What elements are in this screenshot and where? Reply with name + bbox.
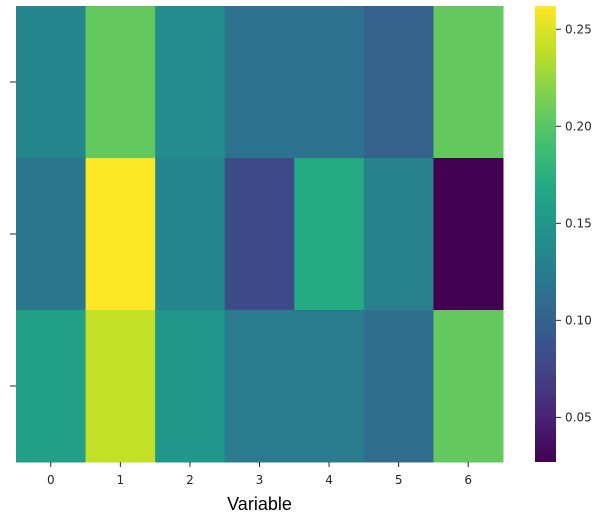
x-axis-title: Variable bbox=[227, 494, 292, 514]
colorbar bbox=[535, 6, 556, 462]
heatmap-cell-r2-c2 bbox=[155, 310, 226, 463]
y-axis-ticks bbox=[10, 81, 16, 387]
heatmap-cell-r2-c6 bbox=[433, 310, 504, 463]
colorbar-tick-label: 0.05 bbox=[565, 410, 592, 424]
heatmap-cells bbox=[16, 6, 504, 463]
heatmap-cell-r1-c6 bbox=[433, 158, 504, 311]
x-tick-label: 6 bbox=[464, 473, 472, 487]
heatmap-cell-r1-c0 bbox=[16, 158, 87, 311]
x-axis-ticks: 0 1 2 3 4 5 6 bbox=[47, 462, 472, 487]
heatmap-cell-r2-c4 bbox=[294, 310, 365, 463]
heatmap-cell-r0-c0 bbox=[16, 6, 87, 159]
heatmap-cell-r1-c4 bbox=[294, 158, 365, 311]
colorbar-tick-label: 0.25 bbox=[565, 22, 592, 36]
colorbar-ticks: 0.05 0.10 0.15 0.20 0.25 bbox=[556, 22, 592, 424]
heatmap-cell-r2-c1 bbox=[85, 310, 156, 463]
colorbar-tick-label: 0.15 bbox=[565, 216, 592, 230]
heatmap-cell-r1-c1 bbox=[85, 158, 156, 311]
heatmap-cell-r0-c2 bbox=[155, 6, 226, 159]
x-tick-label: 5 bbox=[395, 473, 403, 487]
colorbar-tick-label: 0.20 bbox=[565, 119, 592, 133]
heatmap-cell-r0-c5 bbox=[363, 6, 434, 159]
heatmap-cell-r1-c5 bbox=[363, 158, 434, 311]
heatmap-cell-r0-c4 bbox=[294, 6, 365, 159]
heatmap-cell-r2-c0 bbox=[16, 310, 87, 463]
heatmap-cell-r0-c6 bbox=[433, 6, 504, 159]
heatmap-cell-r0-c1 bbox=[85, 6, 156, 159]
heatmap-cell-r1-c2 bbox=[155, 158, 226, 311]
heatmap-cell-r2-c5 bbox=[363, 310, 434, 463]
colorbar-tick-label: 0.10 bbox=[565, 313, 592, 327]
x-tick-label: 2 bbox=[186, 473, 194, 487]
heatmap-cell-r1-c3 bbox=[224, 158, 295, 311]
x-tick-label: 1 bbox=[117, 473, 125, 487]
x-tick-label: 4 bbox=[325, 473, 333, 487]
heatmap-cell-r0-c3 bbox=[224, 6, 295, 159]
x-tick-label: 0 bbox=[47, 473, 55, 487]
x-tick-label: 3 bbox=[256, 473, 264, 487]
heatmap-cell-r2-c3 bbox=[224, 310, 295, 463]
